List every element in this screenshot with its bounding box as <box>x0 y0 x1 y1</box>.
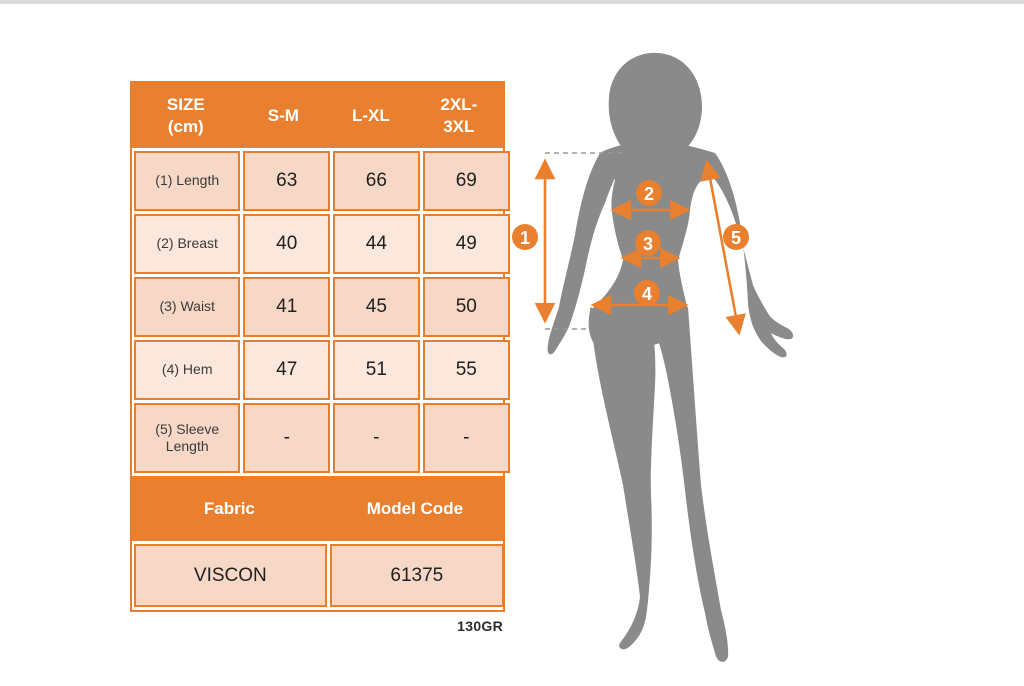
silhouette-right-arm <box>708 153 794 358</box>
body-measurement-figure: 1 2 3 4 5 <box>512 52 794 662</box>
silhouette-left-arm <box>547 153 615 355</box>
marker-number: 1 <box>520 228 530 248</box>
column-header-size-cm: SIZE (cm) <box>166 95 205 136</box>
top-border-strip <box>0 0 1024 4</box>
column-header-l-xl: L-XL <box>352 105 390 125</box>
value-cell: 50 <box>422 277 510 337</box>
table-row-sleeve-length: (5) Sleeve Length - - - <box>134 403 510 473</box>
measurement-marker-3: 3 <box>635 230 661 256</box>
value-cell: 45 <box>333 277 420 337</box>
marker-number: 3 <box>643 234 653 254</box>
value-cell: 41 <box>243 277 331 337</box>
value-cell: - <box>243 403 331 473</box>
row-label: (5) Sleeve Length <box>134 403 241 473</box>
sleeve-arrow <box>700 159 746 336</box>
model-code-header: Model Code <box>366 498 464 518</box>
value-cell: 55 <box>422 340 510 400</box>
row-label: (3) Waist <box>134 277 241 337</box>
marker-circle <box>635 230 661 256</box>
column-header-s-m: S-M <box>267 105 299 125</box>
measurement-marker-4: 4 <box>634 280 660 306</box>
marker-circle <box>634 280 660 306</box>
value-cell: - <box>333 403 420 473</box>
value-cell: 47 <box>243 340 331 400</box>
size-table-header-row: SIZE (cm) S-M L-XL 2XL- 3XL <box>132 83 503 148</box>
fabric-modelcode-value-row: VISCON 61375 <box>132 541 504 610</box>
marker-number: 2 <box>644 184 654 204</box>
table-row-waist: (3) Waist 41 45 50 <box>134 277 510 337</box>
column-header-2xl-3xl: 2XL- 3XL <box>440 95 478 136</box>
table-row-breast: (2) Breast 40 44 49 <box>134 214 510 274</box>
value-cell: 51 <box>333 340 420 400</box>
value-cell: 40 <box>243 214 331 274</box>
row-label: (2) Breast <box>134 214 241 274</box>
measurement-marker-5: 5 <box>723 224 749 250</box>
value-cell: 66 <box>333 151 420 211</box>
fabric-header: Fabric <box>203 498 255 518</box>
row-label: (4) Hem <box>134 340 241 400</box>
size-table-body: (1) Length 63 66 69 (2) Breast 40 44 49 … <box>132 148 510 476</box>
marker-number: 5 <box>731 228 741 248</box>
marker-circle <box>512 224 538 250</box>
model-code-value: 61375 <box>329 544 504 607</box>
row-label: (1) Length <box>134 151 241 211</box>
value-cell: 49 <box>422 214 510 274</box>
measurement-marker-2: 2 <box>636 180 662 206</box>
marker-circle <box>723 224 749 250</box>
fabric-weight-note: 130GR <box>457 618 503 634</box>
table-row-hem: (4) Hem 47 51 55 <box>134 340 510 400</box>
silhouette-left-leg <box>590 307 656 650</box>
marker-circle <box>636 180 662 206</box>
value-cell: - <box>422 403 510 473</box>
marker-number: 4 <box>642 284 652 304</box>
fabric-value: VISCON <box>134 544 327 607</box>
female-silhouette <box>547 52 794 662</box>
measurement-marker-1: 1 <box>512 224 538 250</box>
value-cell: 63 <box>243 151 331 211</box>
value-cell: 69 <box>422 151 510 211</box>
table-row-length: (1) Length 63 66 69 <box>134 151 510 211</box>
silhouette-head <box>608 52 703 157</box>
silhouette-right-leg <box>657 307 729 662</box>
value-cell: 44 <box>333 214 420 274</box>
fabric-modelcode-header-row: Fabric Model Code <box>132 476 503 541</box>
size-table: SIZE (cm) S-M L-XL 2XL- 3XL (1) Length 6… <box>130 81 510 612</box>
